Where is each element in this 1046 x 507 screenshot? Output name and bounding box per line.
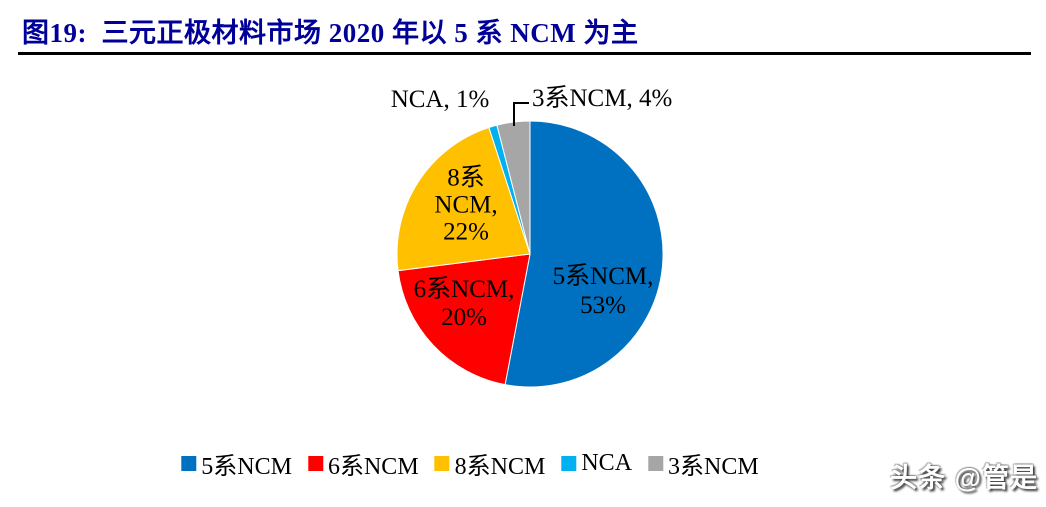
legend-label-6-ncm: 6系NCM	[327, 454, 419, 480]
legend-label-3-ncm: 3系NCM	[668, 454, 759, 480]
data-label-5ncm: 5系NCM, 53%	[552, 263, 654, 319]
legend-item-8-ncm: 8系NCM	[434, 446, 546, 481]
legend: 5系NCM 6系NCM 8系NCM NCA 3系NCM	[181, 446, 759, 481]
data-label-3ncm: 3系NCM, 4%	[532, 85, 673, 112]
pie-slice-8-ncm	[396, 126, 531, 272]
legend-item-5-ncm: 5系NCM	[181, 446, 292, 481]
legend-swatch-5-ncm	[181, 456, 197, 471]
pie-slices-group	[396, 120, 664, 388]
legend-swatch-6-ncm	[307, 456, 323, 471]
data-label-6ncm: 6系NCM, 20%	[413, 276, 515, 331]
legend-swatch-8-ncm	[434, 456, 450, 471]
legend-label-8-ncm: 8系NCM	[454, 454, 546, 480]
legend-item-3-ncm: 3系NCM	[648, 446, 759, 481]
legend-item-nca: NCA	[561, 450, 632, 477]
title-divider-rule	[18, 52, 1031, 55]
watermark-toutiao: 头条 @管是	[890, 463, 1038, 493]
legend-swatch-nca	[561, 456, 577, 471]
data-label-8ncm: 8系 NCM, 22%	[434, 164, 498, 246]
leader-line-3ncm	[513, 102, 529, 126]
pie-slice-5-ncm	[504, 120, 664, 388]
pie-slice-6-ncm	[397, 253, 531, 386]
data-label-nca: NCA, 1%	[390, 86, 490, 113]
legend-item-6-ncm: 6系NCM	[307, 446, 419, 481]
legend-swatch-3-ncm	[648, 456, 664, 471]
legend-label-5-ncm: 5系NCM	[201, 454, 292, 480]
figure-title: 图19: 三元正极材料市场 2020 年以 5 系 NCM 为主	[22, 18, 639, 48]
legend-label-nca: NCA	[581, 450, 633, 476]
